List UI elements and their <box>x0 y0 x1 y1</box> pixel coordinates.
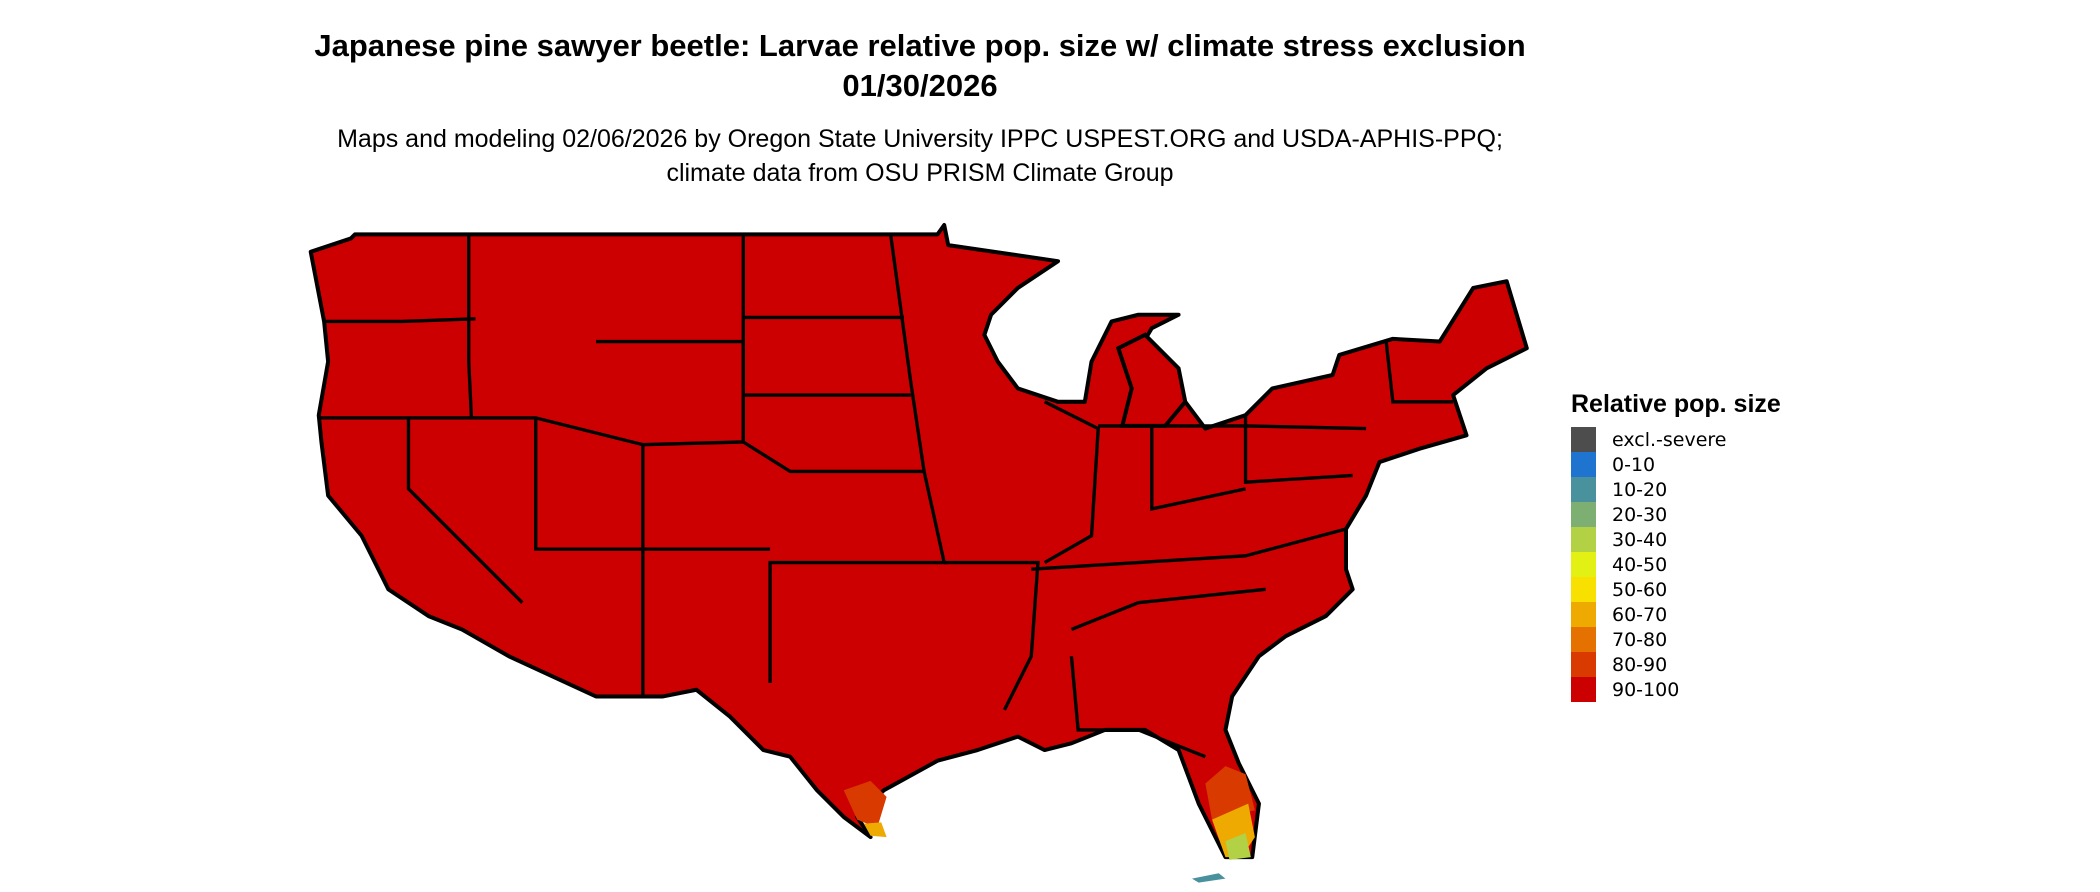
legend-swatch <box>1571 427 1596 452</box>
legend-item: 10-20 <box>1571 477 1781 502</box>
legend-swatch <box>1571 677 1596 702</box>
legend-item: 70-80 <box>1571 627 1781 652</box>
legend-item: 80-90 <box>1571 652 1781 677</box>
legend-item: excl.-severe <box>1571 427 1781 452</box>
us-outline <box>308 223 1529 860</box>
legend-label: 20-30 <box>1612 503 1668 526</box>
legend-swatch <box>1571 527 1596 552</box>
michigan-lower <box>1115 332 1188 428</box>
legend-label: excl.-severe <box>1612 428 1727 451</box>
legend-swatch <box>1571 502 1596 527</box>
legend-swatch <box>1571 477 1596 502</box>
legend-swatch <box>1571 652 1596 677</box>
legend-swatch <box>1571 602 1596 627</box>
state-borders <box>318 234 1454 759</box>
legend-item: 40-50 <box>1571 552 1781 577</box>
legend: Relative pop. size excl.-severe 0-10 10-20… <box>1571 390 1781 702</box>
legend-item: 20-30 <box>1571 502 1781 527</box>
legend-item: 0-10 <box>1571 452 1781 477</box>
map-subtitle: Maps and modeling 02/06/2026 by Oregon S… <box>337 125 1503 187</box>
map-title: Japanese pine sawyer beetle: Larvae rela… <box>314 28 1526 103</box>
legend-item: 60-70 <box>1571 602 1781 627</box>
legend-label: 0-10 <box>1612 453 1656 476</box>
texas-tip-50-60 <box>863 822 887 838</box>
legend-title: Relative pop. size <box>1571 390 1781 418</box>
legend-item: 50-60 <box>1571 577 1781 602</box>
legend-label: 70-80 <box>1612 628 1668 651</box>
legend-item: 90-100 <box>1571 677 1781 702</box>
legend-swatch <box>1571 552 1596 577</box>
florida-keys-10-20 <box>1191 873 1226 883</box>
legend-swatch <box>1571 577 1596 602</box>
legend-swatch <box>1571 627 1596 652</box>
legend-label: 10-20 <box>1612 478 1668 501</box>
legend-swatch <box>1571 452 1596 477</box>
legend-label: 60-70 <box>1612 603 1668 626</box>
legend-label: 50-60 <box>1612 578 1668 601</box>
legend-item: 30-40 <box>1571 527 1781 552</box>
legend-items: excl.-severe 0-10 10-20 20-30 30-40 40-50 50-6… <box>1571 427 1781 702</box>
legend-label: 90-100 <box>1612 678 1680 701</box>
florida-30-40 <box>1225 833 1251 860</box>
legend-label: 40-50 <box>1612 553 1668 576</box>
legend-label: 80-90 <box>1612 653 1668 676</box>
texas-coast-70-80 <box>843 780 887 828</box>
legend-label: 30-40 <box>1612 528 1668 551</box>
